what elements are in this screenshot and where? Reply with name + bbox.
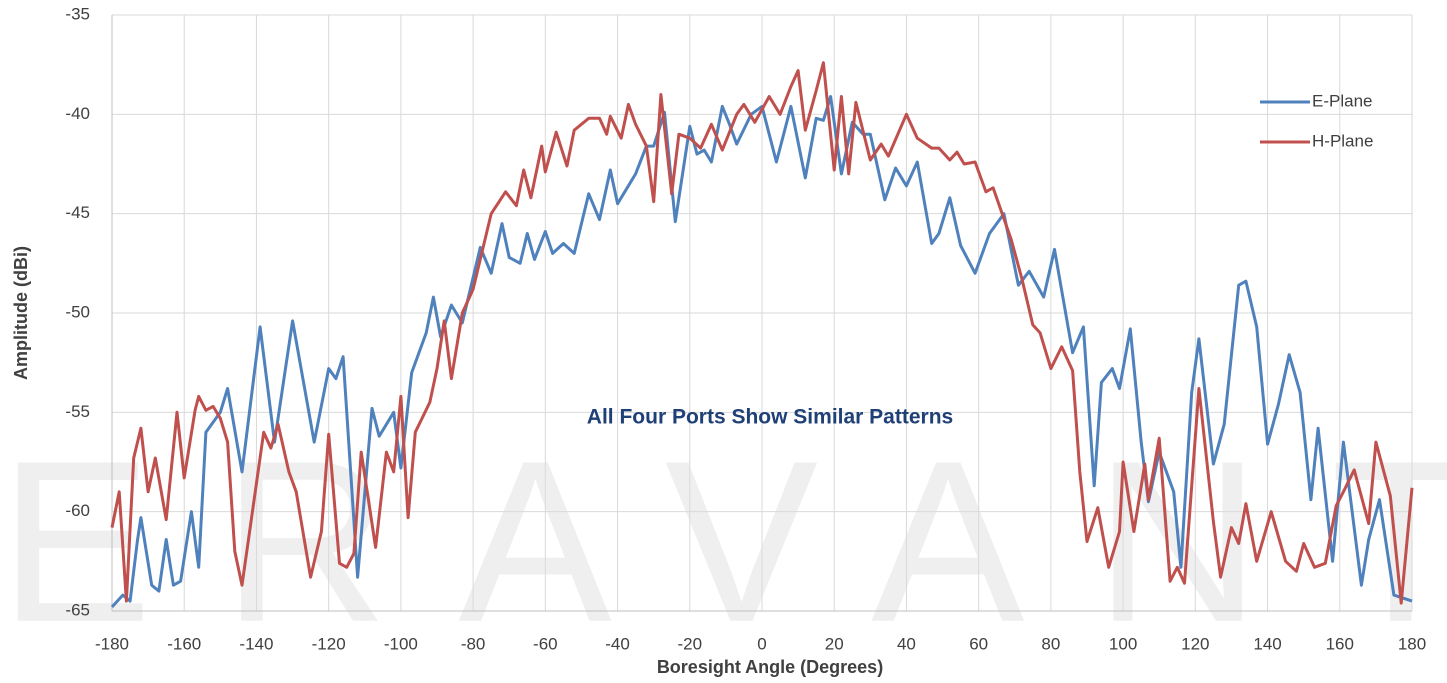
x-tick-label: -40 xyxy=(605,634,630,653)
x-tick-label: 60 xyxy=(969,634,988,653)
x-tick-label: -60 xyxy=(533,634,558,653)
x-tick-label: 140 xyxy=(1253,634,1281,653)
x-tick-label: -100 xyxy=(384,634,418,653)
x-tick-label: 80 xyxy=(1041,634,1060,653)
y-tick-label: -60 xyxy=(65,501,90,520)
y-tick-label: -35 xyxy=(65,4,90,23)
y-tick-label: -40 xyxy=(65,104,90,123)
series-line xyxy=(110,61,1414,605)
y-tick-label: -50 xyxy=(65,302,90,321)
x-tick-label: 40 xyxy=(897,634,916,653)
x-tick-label: -120 xyxy=(312,634,346,653)
legend-label: E-Plane xyxy=(1312,91,1372,110)
x-tick-label: -80 xyxy=(461,634,486,653)
x-tick-label: 120 xyxy=(1181,634,1209,653)
series-line xyxy=(110,95,1413,609)
x-tick-label: 160 xyxy=(1326,634,1354,653)
annotation: All Four Ports Show Similar Patterns xyxy=(587,406,953,429)
x-tick-label: -140 xyxy=(239,634,273,653)
x-tick-label: 0 xyxy=(757,634,766,653)
x-tick-label: 100 xyxy=(1109,634,1137,653)
y-tick-label: -45 xyxy=(65,203,90,222)
legend-label: H-Plane xyxy=(1312,131,1373,150)
x-tick-label: 180 xyxy=(1398,634,1426,653)
x-axis-title: Boresight Angle (Degrees) xyxy=(657,657,883,677)
x-tick-label: 20 xyxy=(825,634,844,653)
y-tick-label: -55 xyxy=(65,402,90,421)
x-tick-label: -20 xyxy=(677,634,702,653)
x-tick-label: -160 xyxy=(167,634,201,653)
x-tick-label: -180 xyxy=(95,634,129,653)
y-tick-label: -65 xyxy=(65,600,90,619)
y-axis-title: Amplitude (dBi) xyxy=(11,246,31,380)
